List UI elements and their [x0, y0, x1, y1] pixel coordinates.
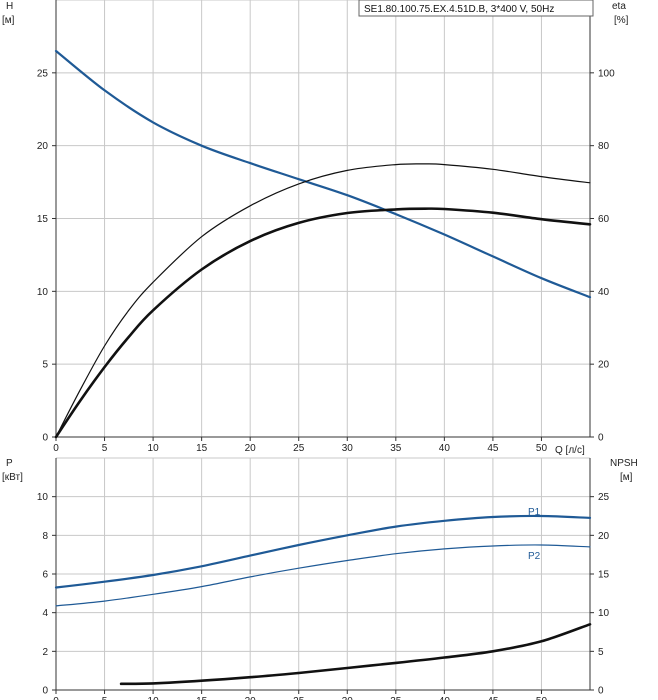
y-tick-label-left: 0	[42, 433, 48, 444]
head-efficiency-panel: 0 5 10 15 20 25 0 20 40 60 80 100 0 5 10 15 20 25 30 35 40 45…	[37, 0, 615, 454]
eta-axis-title: eta	[612, 1, 626, 12]
power-axis-unit: [кВт]	[2, 472, 23, 483]
flow-axis-label: Q [л/с]	[555, 445, 585, 456]
x-tick-label: 15	[196, 696, 208, 700]
y-tick-label-right: 80	[598, 141, 610, 152]
chart-title: SE1.80.100.75.EX.4.51D.B, 3*400 V, 50Hz	[364, 4, 554, 15]
y-tick-label-left: 25	[37, 68, 49, 79]
x-tick-label: 20	[245, 443, 257, 454]
x-tick-label: 15	[196, 443, 208, 454]
series-line-1	[55, 544, 591, 607]
y-tick-label-left: 8	[42, 531, 48, 542]
x-tick-label: 25	[293, 443, 305, 454]
series-line-0	[54, 49, 592, 299]
y-tick-label-left: 2	[42, 647, 48, 658]
x-tick-label: 30	[342, 443, 354, 454]
y-tick-label-left: 4	[42, 608, 48, 619]
tick-labels-bottom: 0 2 4 6 8 10 0 5 10 15 20 25 0 5 10 15 20 25 30 35 40 45 50	[37, 492, 610, 700]
legend-p2: P2	[528, 551, 541, 562]
curves-top	[54, 49, 592, 439]
power-axis-title: P	[6, 458, 13, 469]
tick-labels-top: 0 5 10 15 20 25 0 20 40 60 80 100 0 5 10 15 20 25 30 35 40 45…	[37, 68, 615, 454]
y-tick-label-left: 20	[37, 141, 49, 152]
x-tick-label: 40	[439, 696, 451, 700]
x-tick-label: 20	[245, 696, 257, 700]
x-tick-label: 5	[102, 696, 108, 700]
y-tick-label-right: 40	[598, 287, 610, 298]
x-tick-label: 0	[53, 696, 59, 700]
series-line-0	[54, 514, 592, 589]
y-tick-label-right: 5	[598, 647, 604, 658]
x-tick-label: 35	[390, 696, 402, 700]
title-box	[358, 0, 594, 17]
y-tick-label-left: 10	[37, 287, 49, 298]
x-tick-label: 40	[439, 443, 451, 454]
y-tick-label-right: 60	[598, 214, 610, 225]
head-axis-title: H	[6, 1, 13, 12]
x-tick-label: 10	[148, 696, 160, 700]
y-tick-label-left: 5	[42, 360, 48, 371]
x-tick-label: 5	[102, 443, 108, 454]
power-npsh-panel: 0 2 4 6 8 10 0 5 10 15 20 25 0 5 10 15 20 25 30 35 40 45 50	[37, 457, 610, 700]
y-tick-label-right: 15	[598, 570, 610, 581]
npsh-axis-unit: [м]	[620, 472, 633, 483]
y-tick-label-right: 100	[598, 68, 615, 79]
x-tick-label: 45	[487, 443, 499, 454]
series-line-2	[54, 207, 592, 439]
series-line-2	[119, 623, 592, 686]
head-axis-unit: [м]	[2, 15, 15, 26]
series-line-1	[55, 163, 591, 438]
y-tick-label-right: 20	[598, 360, 610, 371]
curves-bottom	[54, 514, 592, 686]
x-tick-label: 30	[342, 696, 354, 700]
grid-top	[56, 0, 590, 437]
y-tick-label-left: 10	[37, 492, 49, 503]
x-tick-label: 0	[53, 443, 59, 454]
y-tick-label-right: 20	[598, 531, 610, 542]
y-tick-label-left: 0	[42, 686, 48, 697]
x-tick-label: 25	[293, 696, 305, 700]
x-tick-label: 10	[148, 443, 160, 454]
y-tick-label-left: 15	[37, 214, 49, 225]
x-tick-label: 50	[536, 443, 548, 454]
grid-bottom	[56, 457, 590, 690]
axes-top	[52, 0, 594, 441]
y-tick-label-right: 25	[598, 492, 610, 503]
y-tick-label-left: 6	[42, 570, 48, 581]
npsh-axis-title: NPSH	[610, 458, 638, 469]
y-tick-label-right: 0	[598, 686, 604, 697]
y-tick-label-right: 10	[598, 608, 610, 619]
y-tick-label-right: 0	[598, 433, 604, 444]
x-tick-label: 45	[487, 696, 499, 700]
axes-bottom	[52, 458, 594, 694]
x-tick-label: 35	[390, 443, 402, 454]
legend-p1: P1	[528, 507, 541, 518]
x-tick-label: 50	[536, 696, 548, 700]
eta-axis-unit: [%]	[614, 15, 629, 26]
